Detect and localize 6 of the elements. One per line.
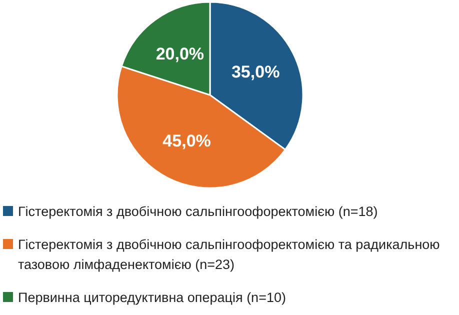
legend-label: Гістеректомія з двобічною сальпінгоофоректомією та радикальною тазовою лімфаденектомією (n=23) xyxy=(18,237,440,272)
data-label: 45,0% xyxy=(162,132,211,151)
legend-label: Гістеректомія з двобічною сальпінгоофоректомією (n=18) xyxy=(18,204,378,219)
legend-label: Первинна циторедуктивна операція (n=10) xyxy=(18,290,286,305)
data-label: 35,0% xyxy=(231,62,280,82)
data-label: 20,0% xyxy=(156,44,204,64)
